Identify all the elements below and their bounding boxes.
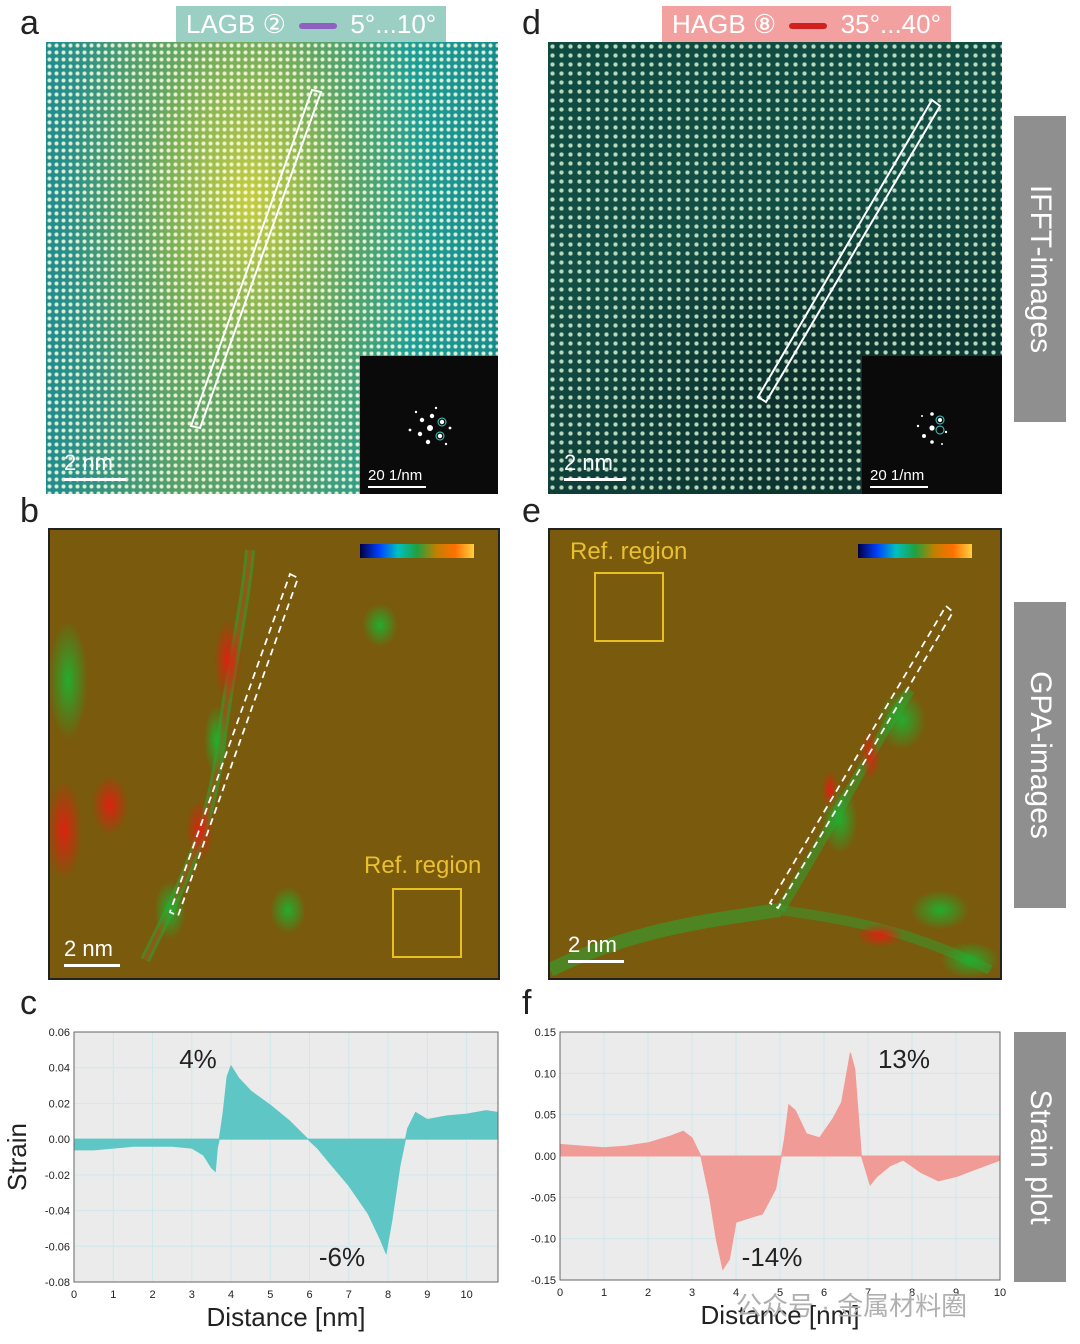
peak-annotation: 4%: [179, 1044, 217, 1074]
ref-region-box-b: [392, 888, 462, 958]
peak-annotation: -14%: [742, 1242, 803, 1272]
x-tick-label: 1: [110, 1289, 116, 1301]
watermark: 公众号 · 金属材料圈: [736, 1291, 968, 1321]
scale-bar-b-label: 2 nm: [64, 936, 113, 961]
x-tick-label: 10: [460, 1289, 472, 1301]
peak-annotation: 13%: [878, 1044, 930, 1074]
x-tick-label: 0: [557, 1287, 563, 1299]
x-tick-label: 7: [346, 1289, 352, 1301]
x-tick-label: 4: [733, 1287, 739, 1299]
y-tick-label: 0.02: [49, 1098, 70, 1110]
y-tick-label: -0.06: [45, 1241, 70, 1253]
fft-spots-hagb: [916, 412, 948, 445]
strain-area: [73, 1064, 499, 1256]
ref-region-label-b: Ref. region: [364, 852, 482, 879]
plot-frame: [73, 1031, 499, 1283]
side-label-ifft: IFFT-images: [1014, 116, 1066, 422]
ifft-image-lagb: 20 1/nm 2 nm: [46, 42, 498, 494]
lagb-badge-label: LAGB ②: [186, 9, 294, 39]
scale-bar-a: 2 nm: [64, 450, 126, 481]
fft-scale-label-lagb: 20 1/nm: [368, 467, 423, 484]
x-tick-label: 6: [821, 1287, 827, 1299]
y-tick-label: 0.06: [49, 1027, 70, 1039]
scale-bar-b: 2 nm: [64, 936, 120, 967]
strain-plot-f: 0 1 2 3 4 5 6 7 8 9 10 0.15 0.10 0.05 0.00 -0.05 -0.10 -0…: [531, 1027, 1006, 1330]
y-tick-label: -0.04: [45, 1206, 70, 1218]
strain-plot-c: 0 1 2 3 4 5 6 7 8 9 10 0.06 0.04 0.02 0.00 -0.02 -0.04 -0…: [2, 1027, 499, 1332]
x-tick-label: 8: [385, 1289, 391, 1301]
x-tick-label: 3: [689, 1287, 695, 1299]
x-tick-label: 4: [228, 1289, 234, 1301]
plot-area: [74, 1032, 498, 1282]
panel-letter-f: f: [522, 984, 532, 1022]
y-tick-label: -0.08: [45, 1277, 70, 1289]
hagb-legend-line: [789, 23, 828, 30]
y-tick-label: 0.00: [49, 1134, 70, 1146]
plot-frame: [559, 1031, 1001, 1281]
x-tick-label: 2: [645, 1287, 651, 1299]
lagb-legend-line: [299, 23, 338, 30]
scale-bar-d: 2 nm: [564, 450, 626, 481]
panel-letter-d: d: [522, 4, 541, 42]
peak-annotation: -6%: [319, 1242, 365, 1272]
x-tick-label: 6: [306, 1289, 312, 1301]
panel-letter-b: b: [20, 492, 39, 530]
x-tick-label: 3: [189, 1289, 195, 1301]
x-tick-label: 9: [424, 1289, 430, 1301]
hagb-profile-box: [756, 98, 942, 404]
ref-region-label-e: Ref. region: [570, 538, 688, 565]
y-axis-label: Strain: [2, 1123, 32, 1191]
gpa-image-hagb: Ref. region 2 nm: [548, 528, 1002, 980]
fft-inset-hagb: 20 1/nm: [862, 356, 1002, 494]
scale-bar-d-label: 2 nm: [564, 450, 613, 475]
panel-letter-c: c: [20, 984, 37, 1022]
fft-inset-lagb: 20 1/nm: [360, 356, 498, 494]
x-tick-label: 1: [601, 1287, 607, 1299]
scale-bar-e: 2 nm: [568, 932, 624, 963]
y-tick-label: 0.05: [535, 1110, 556, 1122]
fft-scale-bar-lagb: [368, 486, 426, 488]
scale-bar-e-label: 2 nm: [568, 932, 617, 957]
x-tick-label: 10: [994, 1287, 1006, 1299]
x-tick-label: 9: [953, 1287, 959, 1299]
y-tick-label: -0.02: [45, 1170, 70, 1182]
y-tick-label: -0.10: [531, 1234, 556, 1246]
gpa-image-lagb: Ref. region 2 nm: [48, 528, 500, 980]
y-tick-label: -0.15: [531, 1275, 556, 1287]
fft-spots-lagb: [408, 406, 452, 446]
x-tick-label: 0: [71, 1289, 77, 1301]
side-label-gpa: GPA-images: [1014, 602, 1066, 908]
hagb-badge-label: HAGB ⑧: [672, 9, 784, 39]
gpa-strain-features-hagb: [550, 604, 1000, 978]
ifft-image-hagb: 20 1/nm 2 nm: [548, 42, 1002, 494]
side-label-strain: Strain plot: [1014, 1032, 1066, 1282]
fft-scale-bar-hagb: [870, 486, 928, 488]
x-axis-label: Distance [nm]: [207, 1302, 366, 1332]
ref-region-box-e: [594, 572, 664, 642]
hagb-badge-range: 35°...40°: [833, 9, 941, 39]
x-tick-label: 5: [777, 1287, 783, 1299]
y-tick-label: -0.05: [531, 1192, 556, 1204]
strain-area: [559, 1052, 1001, 1271]
x-tick-label: 7: [865, 1287, 871, 1299]
colorbar-e: [858, 544, 972, 558]
y-tick-label: 0.04: [49, 1063, 70, 1075]
x-tick-label: 8: [909, 1287, 915, 1299]
panel-letter-e: e: [522, 492, 541, 530]
x-tick-label: 2: [149, 1289, 155, 1301]
panel-letter-a: a: [20, 4, 39, 42]
colorbar-b: [360, 544, 474, 558]
y-tick-label: 0.00: [535, 1151, 556, 1163]
lagb-badge: LAGB ② 5°...10°: [176, 6, 447, 42]
scale-bar-a-label: 2 nm: [64, 450, 113, 475]
lagb-badge-range: 5°...10°: [343, 9, 437, 39]
y-tick-label: 0.15: [535, 1027, 556, 1039]
lagb-profile-box: [189, 88, 323, 430]
x-axis-label: Distance [nm]: [701, 1300, 860, 1330]
gpa-strain-features-lagb: [50, 549, 398, 963]
y-tick-label: 0.10: [535, 1068, 556, 1080]
hagb-badge: HAGB ⑧ 35°...40°: [662, 6, 951, 42]
x-tick-label: 5: [267, 1289, 273, 1301]
fft-scale-label-hagb: 20 1/nm: [870, 467, 925, 484]
